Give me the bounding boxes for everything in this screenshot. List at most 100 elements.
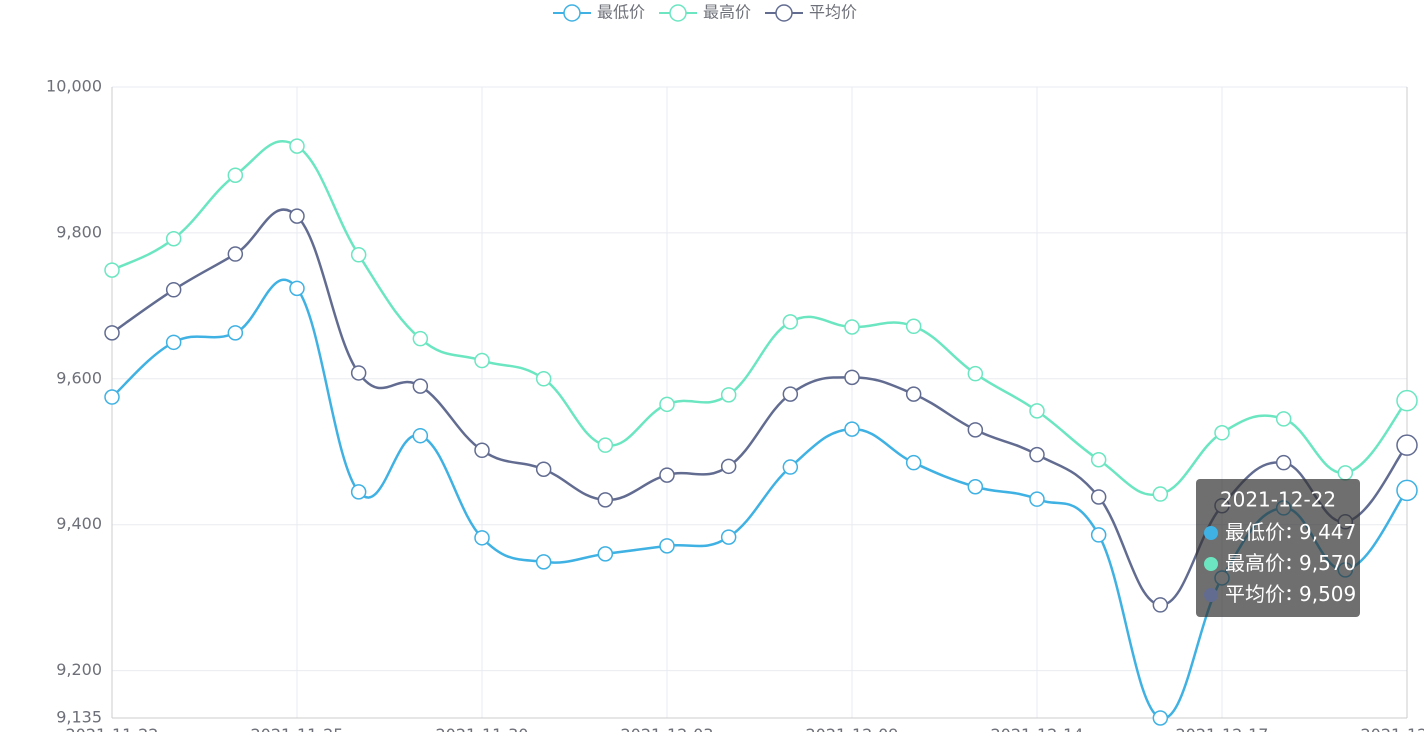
legend-icon bbox=[775, 4, 793, 22]
tooltip-sep bbox=[1287, 566, 1291, 570]
tooltip-title: 2021-12-22 bbox=[1220, 488, 1336, 512]
legend-label: 最高价 bbox=[703, 3, 751, 22]
x-tick-label: 2021-12-14 bbox=[991, 725, 1084, 732]
data-point bbox=[412, 378, 429, 394]
x-tick-label: 2021-11-30 bbox=[436, 725, 529, 732]
data-point bbox=[782, 459, 799, 475]
tooltip-sep bbox=[1287, 558, 1291, 562]
y-tick-label: 9,800 bbox=[56, 222, 102, 241]
data-point bbox=[104, 325, 120, 341]
data-point bbox=[597, 437, 614, 453]
tooltip: 2021-12-22 最低价 9,447 最高价 9,570 平均价 9,509 bbox=[1196, 479, 1360, 617]
tooltip-dot bbox=[1204, 588, 1218, 602]
data-point bbox=[1090, 527, 1107, 543]
y-tick-label: 10,000 bbox=[46, 77, 102, 96]
y-tick-label: 9,200 bbox=[56, 660, 102, 679]
tooltip-name: 最低价 bbox=[1225, 520, 1285, 544]
data-point bbox=[1152, 486, 1169, 502]
data-point bbox=[597, 492, 614, 508]
data-point bbox=[474, 442, 490, 459]
data-point bbox=[350, 484, 367, 500]
y-tick-label: 9,600 bbox=[56, 368, 102, 387]
x-tick-label: 2021-12-22 bbox=[1361, 725, 1424, 732]
data-point bbox=[104, 262, 120, 278]
data-point bbox=[1029, 403, 1045, 419]
data-point bbox=[474, 530, 490, 546]
data-point bbox=[1090, 452, 1107, 468]
legend-item[interactable]: 最高价 bbox=[659, 3, 751, 22]
x-tick-label: 2021-12-17 bbox=[1176, 725, 1269, 732]
data-point bbox=[659, 538, 675, 554]
series-line bbox=[111, 278, 1408, 720]
tooltip-box bbox=[1196, 479, 1360, 617]
data-point bbox=[1396, 479, 1418, 502]
data-point bbox=[350, 247, 367, 263]
y-tick-label: 9,135 bbox=[56, 708, 102, 727]
data-point bbox=[967, 365, 984, 382]
data-point bbox=[412, 427, 429, 444]
legend-item[interactable]: 最低价 bbox=[553, 3, 645, 22]
data-point bbox=[1396, 389, 1418, 412]
data-point bbox=[844, 369, 860, 386]
data-point bbox=[1152, 710, 1169, 726]
data-point bbox=[905, 454, 922, 471]
tooltip-row: 最低价 9,447 bbox=[1225, 520, 1356, 544]
data-point bbox=[782, 386, 799, 402]
legend-icon bbox=[669, 4, 687, 22]
data-point bbox=[227, 167, 244, 184]
data-point bbox=[720, 458, 737, 475]
data-point bbox=[720, 529, 737, 545]
tooltip-value: 9,570 bbox=[1299, 551, 1356, 575]
data-point bbox=[967, 422, 984, 438]
data-point bbox=[1396, 434, 1418, 456]
data-point bbox=[1029, 446, 1045, 463]
tooltip-sep bbox=[1287, 589, 1291, 593]
data-point bbox=[597, 546, 614, 562]
data-point bbox=[165, 282, 182, 298]
data-point bbox=[1214, 425, 1230, 441]
data-point bbox=[1152, 597, 1169, 613]
legend-icon bbox=[563, 4, 581, 22]
tooltip-sep bbox=[1287, 597, 1291, 601]
data-point bbox=[289, 138, 305, 154]
tooltip-value: 9,509 bbox=[1299, 582, 1356, 606]
tooltip-dot bbox=[1204, 557, 1218, 571]
data-point bbox=[1337, 465, 1354, 481]
data-point bbox=[412, 330, 429, 347]
data-point bbox=[905, 386, 922, 402]
legend-item[interactable]: 平均价 bbox=[765, 3, 857, 22]
data-point bbox=[535, 461, 552, 477]
data-point bbox=[844, 319, 860, 335]
legend-label: 最低价 bbox=[597, 3, 645, 22]
tooltip-value: 9,447 bbox=[1299, 520, 1356, 544]
x-tick-label: 2021-11-22 bbox=[66, 725, 159, 732]
data-point bbox=[289, 280, 305, 297]
data-point bbox=[474, 352, 490, 369]
tooltip-sep bbox=[1287, 527, 1291, 531]
x-tick-label: 2021-12-03 bbox=[621, 725, 714, 732]
data-point bbox=[227, 246, 244, 262]
data-point bbox=[227, 325, 244, 341]
tooltip-sep bbox=[1287, 535, 1291, 539]
x-tick-label: 2021-11-25 bbox=[251, 725, 344, 732]
tooltip-name: 最高价 bbox=[1225, 551, 1285, 575]
data-point bbox=[844, 421, 860, 437]
data-point bbox=[967, 479, 984, 495]
series-line bbox=[111, 139, 1408, 497]
data-point bbox=[535, 554, 552, 570]
legend-label: 平均价 bbox=[809, 3, 857, 22]
data-point bbox=[1090, 489, 1107, 505]
data-point bbox=[165, 230, 182, 247]
data-point bbox=[659, 396, 675, 413]
data-point bbox=[165, 334, 182, 351]
data-point bbox=[1275, 411, 1292, 427]
data-point bbox=[905, 318, 922, 335]
tooltip-dot bbox=[1204, 526, 1218, 540]
x-tick-label: 2021-12-09 bbox=[806, 725, 899, 732]
data-point bbox=[289, 208, 305, 224]
tooltip-row: 最高价 9,570 bbox=[1225, 551, 1356, 575]
tooltip-name: 平均价 bbox=[1225, 582, 1285, 606]
data-point bbox=[782, 314, 799, 330]
data-point bbox=[350, 365, 367, 381]
